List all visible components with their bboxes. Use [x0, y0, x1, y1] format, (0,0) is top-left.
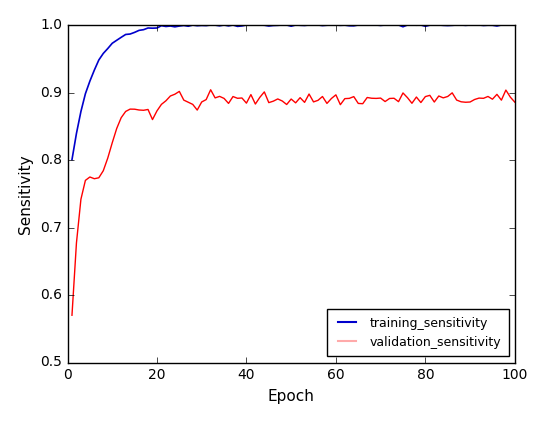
validation_sensitivity [480, 96, 487, 101]
training_sensitivity [301, 23, 308, 28]
validation_sensitivity [69, 313, 75, 318]
Line: training_sensitivity: training_sensitivity [72, 25, 515, 160]
validation_sensitivity [494, 92, 500, 97]
training_sensitivity [171, 24, 178, 30]
validation_sensitivity [207, 87, 214, 92]
training_sensitivity [480, 23, 487, 28]
training_sensitivity [207, 22, 214, 27]
Line: validation_sensitivity: validation_sensitivity [72, 90, 515, 315]
validation_sensitivity [512, 100, 518, 105]
training_sensitivity [337, 23, 343, 28]
training_sensitivity [153, 25, 160, 30]
X-axis label: Epoch: Epoch [268, 389, 314, 404]
training_sensitivity [494, 24, 500, 29]
validation_sensitivity [153, 108, 160, 114]
Legend: training_sensitivity, validation_sensitivity: training_sensitivity, validation_sensiti… [327, 309, 508, 356]
training_sensitivity [69, 157, 75, 162]
validation_sensitivity [301, 100, 308, 105]
Y-axis label: Sensitivity: Sensitivity [18, 154, 33, 233]
validation_sensitivity [337, 102, 343, 107]
training_sensitivity [512, 23, 518, 28]
validation_sensitivity [171, 92, 178, 97]
